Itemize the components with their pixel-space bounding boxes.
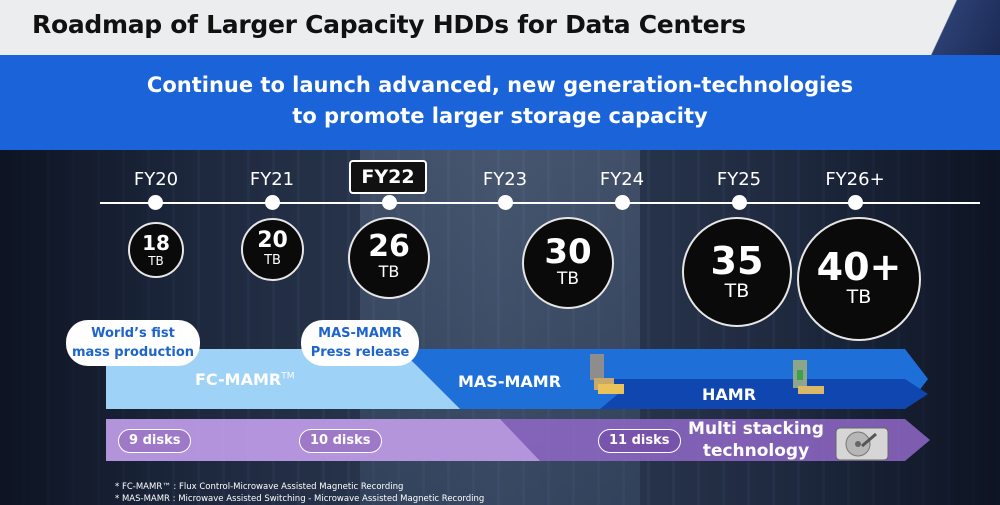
- capacity-circle-40tb: 40+ TB: [797, 217, 921, 341]
- timeline-dot-fy21: [265, 195, 280, 210]
- callout-press-release-line2: Press release: [310, 345, 410, 360]
- year-label-fy20: FY20: [133, 169, 179, 190]
- timeline-dot-fy25: [732, 195, 747, 210]
- callout-mass-production-line2: mass production: [71, 345, 195, 360]
- header-corner-decoration: [910, 0, 1000, 55]
- year-label-fy21: FY21: [249, 169, 295, 190]
- hdd-icon: [835, 427, 889, 461]
- capacity-unit: TB: [378, 262, 400, 281]
- fc-mamr-label: FC-MAMRTM: [195, 370, 295, 389]
- capacity-circle-26tb: 26 TB: [348, 217, 430, 299]
- fc-mamr-tm: TM: [281, 371, 295, 382]
- page-title: Roadmap of Larger Capacity HDDs for Data…: [32, 10, 746, 39]
- capacity-unit: TB: [846, 286, 872, 308]
- year-label-fy25: FY25: [716, 169, 762, 190]
- banner-line-1: Continue to launch advanced, new generat…: [146, 73, 854, 97]
- callout-press-release: MAS-MAMR Press release: [301, 320, 419, 366]
- timeline-dot-fy26: [848, 195, 863, 210]
- callout-mass-production: World’s fist mass production: [66, 320, 200, 366]
- hamr-arrow: [600, 379, 928, 409]
- capacity-unit: TB: [148, 254, 164, 268]
- callout-mass-production-line1: World’s fist: [91, 326, 175, 341]
- callout-press-release-line1: MAS-MAMR: [318, 326, 402, 341]
- timeline-dot-fy24: [615, 195, 630, 210]
- capacity-unit: TB: [556, 269, 580, 289]
- fc-mamr-text: FC-MAMR: [195, 370, 282, 389]
- hamr-head-icon: [793, 360, 824, 394]
- year-label-fy24: FY24: [599, 169, 645, 190]
- capacity-circle-30tb: 30 TB: [522, 217, 614, 309]
- multi-stacking-line2: technology: [702, 441, 810, 461]
- mas-mamr-head-icon: [590, 354, 624, 394]
- capacity-unit: TB: [264, 253, 281, 268]
- disks-band-light: [106, 419, 540, 461]
- capacity-circle-20tb: 20 TB: [241, 218, 304, 281]
- subtitle-banner: Continue to launch advanced, new generat…: [0, 55, 1000, 150]
- disks-9-pill: 9 disks: [118, 429, 192, 453]
- timeline-dot-fy22: [382, 195, 397, 210]
- year-label-fy23: FY23: [482, 169, 528, 190]
- timeline-line: [100, 202, 980, 204]
- capacity-value: 40+: [816, 245, 902, 289]
- hamr-label: HAMR: [702, 385, 757, 404]
- year-label-fy22: FY22: [349, 160, 427, 194]
- header-bar: Roadmap of Larger Capacity HDDs for Data…: [0, 0, 1000, 55]
- timeline-dot-fy20: [148, 195, 163, 210]
- year-label-fy26: FY26+: [825, 169, 885, 190]
- capacity-value: 30: [544, 232, 592, 272]
- disks-11-pill: 11 disks: [598, 429, 681, 453]
- capacity-unit: TB: [724, 280, 750, 302]
- capacity-value: 18: [142, 231, 170, 255]
- footnote-fc-mamr: * FC-MAMR™ : Flux Control-Microwave Assi…: [115, 482, 404, 492]
- footnote-mas-mamr: * MAS-MAMR : Microwave Assisted Switchin…: [115, 494, 485, 504]
- capacity-circle-35tb: 35 TB: [682, 217, 792, 327]
- capacity-value: 35: [710, 239, 764, 283]
- disks-10-pill: 10 disks: [299, 429, 382, 453]
- multi-stacking-line1: Multi stacking: [688, 419, 824, 439]
- capacity-circle-18tb: 18 TB: [128, 222, 184, 278]
- mas-mamr-label: MAS-MAMR: [458, 372, 562, 391]
- multi-stacking-label: Multi stacking technology: [686, 418, 826, 462]
- timeline-dot-fy23: [498, 195, 513, 210]
- banner-line-2: to promote larger storage capacity: [292, 104, 708, 128]
- capacity-value: 20: [257, 228, 288, 253]
- capacity-value: 26: [368, 229, 410, 264]
